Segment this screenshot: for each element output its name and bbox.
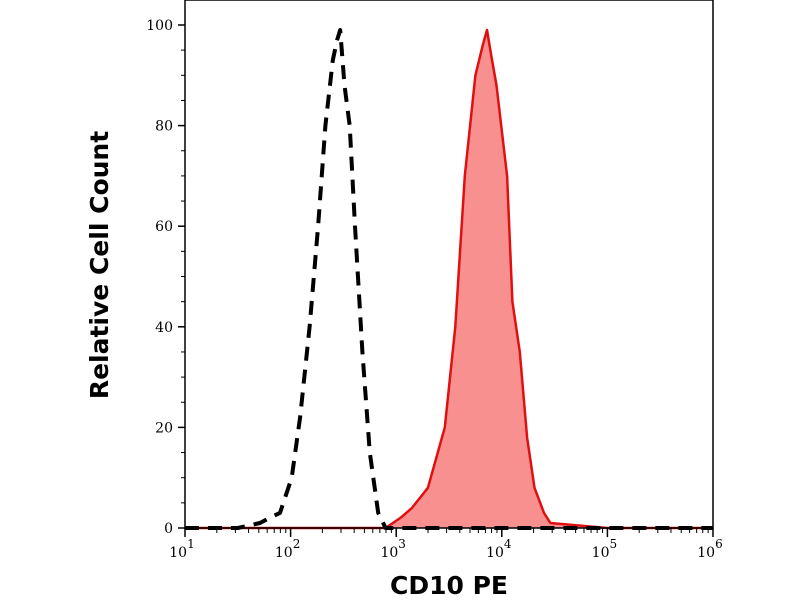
x-tick-exponent: 3 xyxy=(398,537,406,551)
x-tick-base: 10 xyxy=(592,545,610,561)
y-tick-label: 0 xyxy=(164,521,173,537)
x-tick-label: 106 xyxy=(697,537,722,561)
series-line-cd10-pe xyxy=(185,28,713,530)
y-axis-label: Relative Cell Count xyxy=(85,131,114,399)
x-tick-base: 10 xyxy=(697,545,715,561)
y-tick-label: 20 xyxy=(155,420,173,436)
y-tick-label: 100 xyxy=(146,18,173,34)
x-axis-label: CD10 PE xyxy=(390,571,508,600)
y-tick-label: 80 xyxy=(155,119,173,135)
x-tick-label: 101 xyxy=(169,537,194,561)
x-tick-exponent: 1 xyxy=(187,537,195,551)
x-tick-label: 102 xyxy=(275,537,300,561)
x-tick-exponent: 6 xyxy=(715,537,723,551)
x-tick-label: 103 xyxy=(380,537,405,561)
x-tick-base: 10 xyxy=(275,545,293,561)
x-tick-label: 105 xyxy=(592,537,617,561)
x-tick-base: 10 xyxy=(486,545,504,561)
y-tick-label: 40 xyxy=(155,320,173,336)
x-tick-exponent: 5 xyxy=(609,537,617,551)
x-tick-base: 10 xyxy=(169,545,187,561)
series-fill-cd10-pe xyxy=(185,30,713,528)
x-tick-exponent: 2 xyxy=(293,537,301,551)
plot-frame xyxy=(184,0,714,529)
x-tick-label: 104 xyxy=(486,537,512,561)
x-tick-base: 10 xyxy=(380,545,398,561)
series-layer xyxy=(185,28,713,530)
x-tick-exponent: 4 xyxy=(504,537,512,551)
y-tick-label: 60 xyxy=(155,219,173,235)
